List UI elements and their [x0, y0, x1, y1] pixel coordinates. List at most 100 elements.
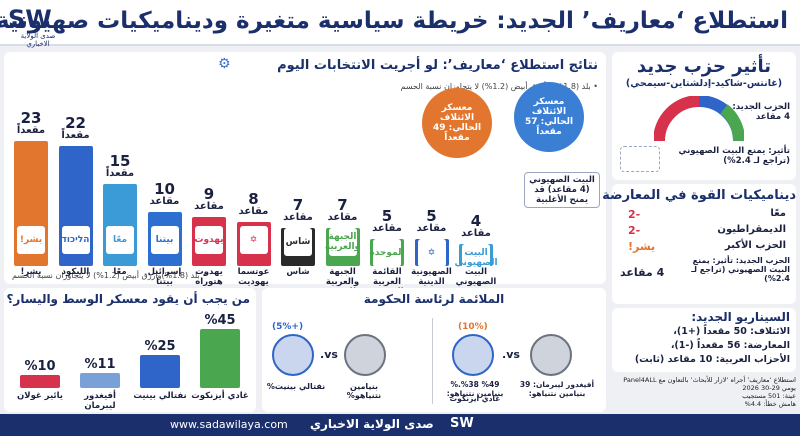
party-name-4: يهدوت هتوراه	[195, 267, 223, 287]
new-party-subtitle: (غانتس-شاكيد-إدلشتاين-سيمحي)	[625, 78, 783, 89]
dynamics-panel: ديناميكيات القوة في المعارضة معًا -2 الديم…	[602, 184, 796, 304]
new-party-title: تأثير حزب جديد	[636, 56, 772, 77]
party-logo-0: يشر!	[17, 226, 45, 254]
party-logo-2: معًا	[106, 226, 134, 254]
portrait-eisenkot	[452, 334, 494, 376]
dynamics-row-name-0: معًا	[770, 208, 786, 219]
right-text-c: غادي أيزنكوت	[449, 394, 501, 403]
note-bottom: • بلد (1.8%)وأزرق أبيض (1.2%) لا يتجاوزا…	[12, 271, 207, 280]
new-party-seats: الحزب الجديد: 4 مقاعد	[732, 102, 790, 122]
bar-value-1: 22	[65, 114, 86, 133]
right-badge: (10%)	[458, 322, 488, 332]
lead-bar-value-0: %45	[204, 312, 236, 328]
lead-panel: من يجب أن يقود معسكر الوسط واليسار؟ %45 غ…	[4, 288, 256, 412]
scenario-line-2: المعارضة: 56 مقعداً (-1)،	[670, 340, 790, 351]
bar-value-6: 7	[292, 195, 304, 214]
party-logo-3: بيتنا	[150, 226, 179, 254]
lead-bar-3	[20, 374, 60, 388]
bar-unit-5: مقاعد	[238, 206, 269, 218]
bar-unit-10: مقاعد	[461, 228, 491, 240]
lead-bar-name-1: نفتالي بينيت	[133, 391, 187, 401]
bar-unit-0: مقعداً	[16, 124, 46, 136]
bar-value-5: 8	[248, 190, 259, 209]
new-party-panel: تأثير حزب جديد (غانتس-شاكيد-إدلشتاين-سيم…	[612, 52, 796, 180]
party-name-5: عوتسما يهوديت	[237, 267, 270, 287]
party-name-9: الصهيونية الدينية	[411, 267, 452, 287]
left-b-pct: بنيامين نتنياهو%	[346, 382, 382, 400]
logo-subtitle: صدى الولاية الاخباري	[20, 32, 56, 48]
footer-logo: SW	[450, 416, 474, 431]
coalition-bubble: معسكر الائتلاف الحالي: 57 مقعداً	[514, 82, 584, 152]
brand-logo: SW صدى الولاية الاخباري	[8, 5, 68, 48]
dynamics-row-name-1: الديمقراطيون	[717, 224, 786, 235]
gear-icon: ⚙	[218, 56, 231, 72]
dynamics-row-name-2: الحزب الأكبر	[724, 240, 786, 251]
portrait-bennett	[272, 334, 314, 376]
bar-unit-6: مقاعد	[283, 211, 313, 223]
scenario-panel: السيناريو الجديد: الائتلاف: 50 مقعداً (+…	[612, 308, 796, 372]
source-line-2: يومي 29-30 2026	[742, 384, 796, 393]
bar-value-label-5: 8 مقاعد	[233, 192, 275, 217]
bar-unit-2: مقعداً	[105, 168, 135, 180]
page-title: استطلاع ‘معاريف’ الجديد: خريطة سياسية مت…	[0, 8, 788, 34]
vs-right: vs.	[502, 348, 520, 361]
dynamics-row-delta-1: -2	[628, 224, 641, 237]
scenario-line-1: الائتلاف: 50 مقعداً (+1)،	[673, 326, 790, 337]
party-logo-1: הליכוד	[61, 226, 90, 254]
bar-value-3: 10	[154, 179, 175, 198]
portrait-lieberman	[530, 334, 572, 376]
bar-value-4: 9	[203, 185, 215, 204]
main-chart-panel: نتائج استطلاع ‘معاريف’: لو أجريت الانتخا…	[4, 52, 606, 296]
bar-value-label-8: 5 مقاعد	[366, 206, 408, 234]
lead-bar-1	[140, 355, 180, 388]
left-badge: (+5%)	[272, 322, 304, 332]
bar-value-2: 15	[109, 152, 131, 171]
right-text-a: أفيغدور ليبرمان: 39 بنيامين نتنياهو:	[519, 380, 595, 398]
party-logo-5: ✡	[239, 226, 268, 254]
party-logo-9: ✡	[417, 238, 446, 267]
bar-value-label-4: 9 مقاعد	[188, 187, 230, 212]
party-name-2: معًا	[113, 267, 127, 277]
footer-site[interactable]: www.sadawilaya.com	[170, 418, 288, 431]
bar-unit-4: مقاعد	[194, 201, 224, 213]
lead-title: من يجب أن يقود معسكر الوسط واليسار؟	[6, 292, 250, 306]
party-name-3: إسرائيل بيتنا	[147, 267, 182, 287]
vs-left: vs.	[320, 348, 338, 361]
opposition-bubble-text: معسكر الائتلاف الحالي: 49 مقعداً	[432, 103, 482, 143]
lead-bar-name-3: يائير غولان	[16, 391, 63, 401]
scenario-title: السيناريو الجديد:	[691, 310, 790, 324]
main-chart-title: نتائج استطلاع ‘معاريف’: لو أجريت الانتخا…	[277, 58, 598, 73]
new-party-impact: تأثير: يمنع البيت الصهيوني (تراجع لـ 2.4…	[678, 146, 790, 166]
lead-bar-name-0: غادي أيزنكوت	[191, 391, 249, 401]
bar-value-8: 5	[381, 206, 393, 225]
bar-value-label-6: 7 مقاعد	[277, 195, 319, 223]
party-logo-4: يهدوت	[194, 226, 224, 254]
source-box: استطلاع ‘معاريف’ أجراه ‘لازار للأبحاث’ ب…	[612, 376, 796, 412]
source-line-3: عينة: 501 مستجيب	[742, 392, 796, 401]
semicircle-green	[719, 104, 744, 142]
party-name-1: الليكود	[61, 267, 90, 277]
bar-value-label-9: 5 مقاعد	[411, 206, 453, 234]
bar-value-9: 5	[426, 206, 437, 225]
divider	[432, 318, 433, 404]
bar-value-label-2: 15 مقعداً	[99, 154, 141, 179]
bar-value-10: 4	[470, 212, 482, 231]
bar-value-7: 7	[337, 195, 348, 214]
left-a-pct: نفتالي بينيت%	[266, 382, 326, 391]
party-name-10: البيت الصهيوني	[455, 267, 497, 287]
callout-box: البيت الصهيوني (4 مقاعد) قد يمنح الأغلبي…	[524, 172, 600, 208]
party-name-0: يشر!	[20, 267, 42, 277]
opposition-bubble: معسكر الائتلاف الحالي: 49 مقعداً	[422, 88, 492, 158]
pm-panel: الملائمة لرئاسة الحكومة (+5%) vs. نفتالي…	[262, 288, 606, 412]
lead-bar-2	[80, 373, 120, 388]
dynamics-row-delta-0: -2	[628, 208, 641, 221]
bar-value-label-7: 7 مقاعد	[322, 195, 364, 223]
bar-value-label-1: 22 مقعداً	[55, 116, 97, 141]
bar-chart: يشر! 23 مقعداً يشر! הליכוד 22 مقعداً الليكود معً…	[4, 52, 606, 296]
semicircle-chart	[654, 96, 744, 142]
dynamics-title: ديناميكيات القوة في المعارضة	[602, 188, 796, 203]
bar-value-0: 23	[20, 108, 42, 127]
bar-unit-7: مقاعد	[327, 211, 358, 223]
lead-bar-chart: %45 غادي أيزنكوت %25 نفتالي بينيت %11 أفيغدور…	[4, 288, 256, 412]
logo-mark: SW	[8, 5, 52, 33]
